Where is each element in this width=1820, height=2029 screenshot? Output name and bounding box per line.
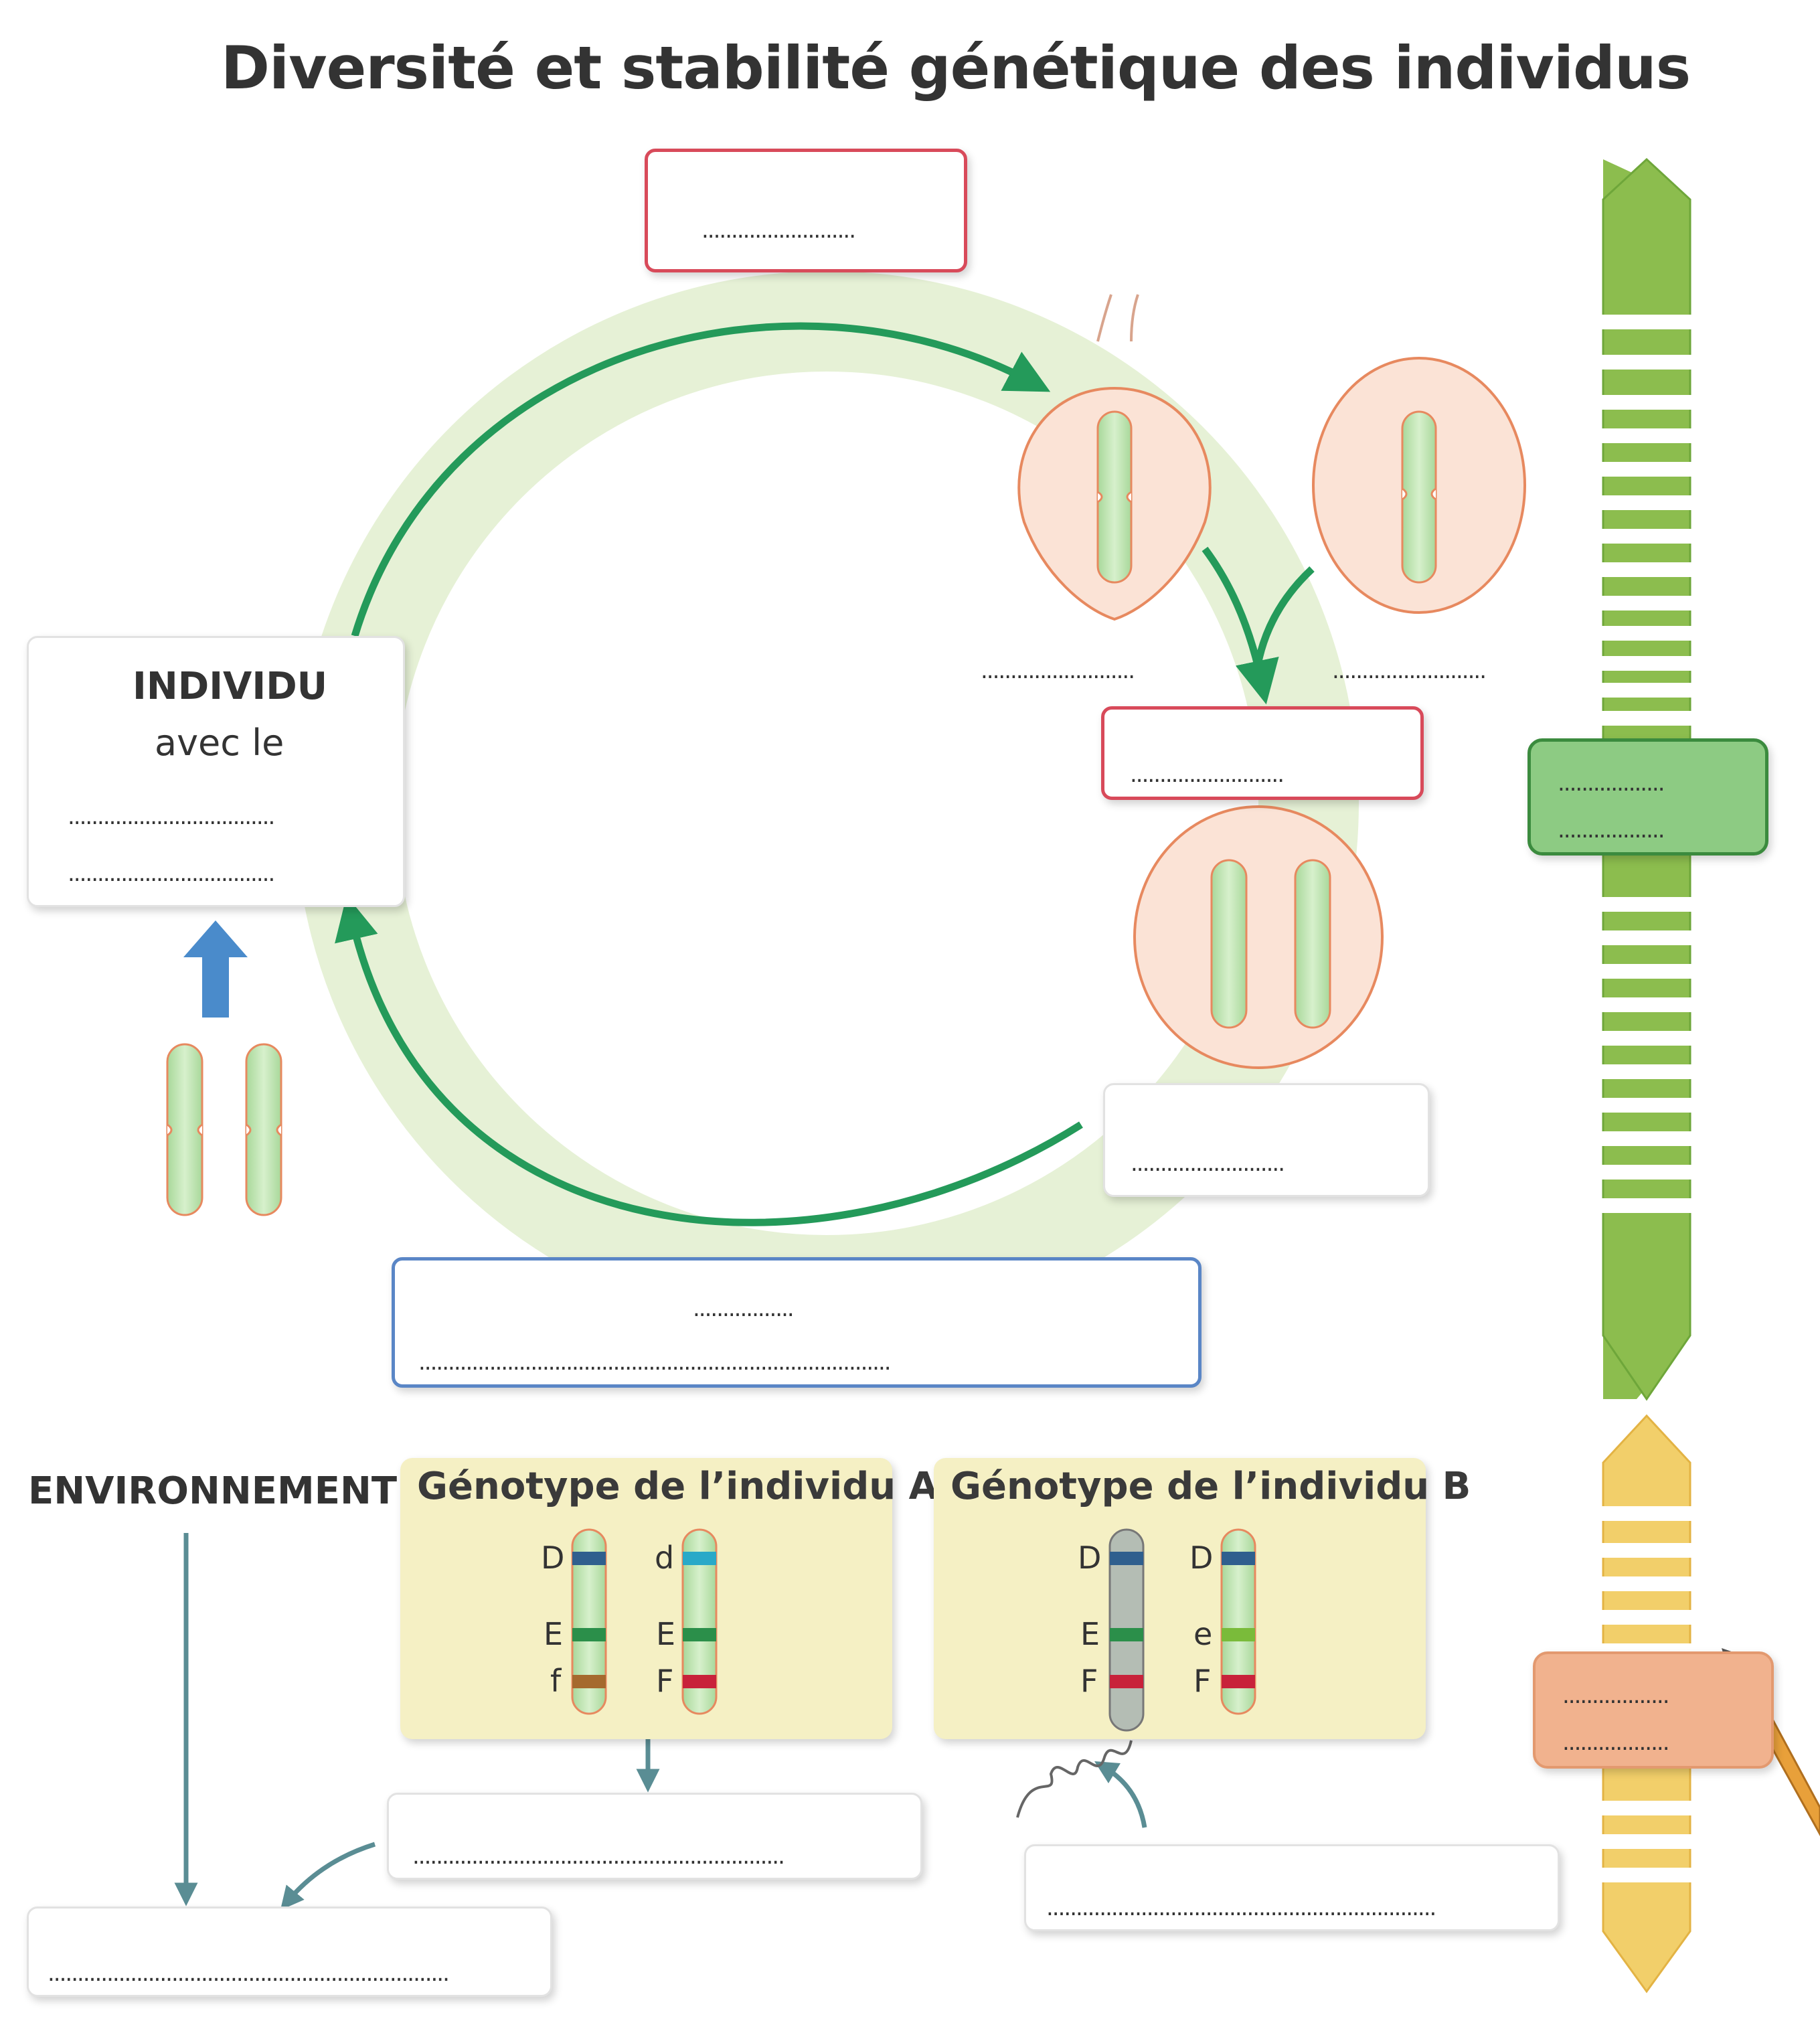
blank-below-B[interactable]: ........................................…	[1046, 1894, 1436, 1921]
blank-green-1[interactable]: ..................	[1558, 770, 1665, 797]
green-label-box: .................. ..................	[1527, 738, 1768, 856]
dna-helix-icon	[1016, 1740, 1133, 1818]
arrow-individual-to-gametes	[351, 322, 1051, 637]
allele-label: D	[541, 1540, 565, 1576]
environment-label: ENVIRONNEMENT	[28, 1469, 398, 1513]
allele-label: d	[655, 1540, 675, 1576]
allele-band-E	[572, 1628, 606, 1641]
genotype-panel-A: Génotype de l’individu A	[400, 1458, 938, 1739]
individual-box: INDIVIDU avec le .......................…	[27, 636, 405, 907]
individual-title: INDIVIDU	[133, 665, 328, 708]
genotype-B-title: Génotype de l’individu B	[950, 1465, 1471, 1508]
allele-band-F-B2	[1222, 1675, 1255, 1688]
top-red-box: ..........................	[645, 149, 967, 272]
mid-red-box: ..........................	[1101, 706, 1424, 800]
allele-band-D-B2	[1222, 1552, 1255, 1565]
allele-label: E	[656, 1616, 676, 1652]
individual-subtitle: avec le	[155, 722, 284, 764]
blank-orange-2[interactable]: ..................	[1562, 1729, 1670, 1756]
blank-top-red[interactable]: ..........................	[701, 217, 856, 244]
allele-band-D-B	[1110, 1552, 1143, 1565]
green-scale-stripes	[1596, 315, 1697, 1213]
allele-label: F	[1193, 1663, 1212, 1699]
box-below-B: ........................................…	[1024, 1844, 1560, 1931]
allele-band-e-B2	[1222, 1628, 1255, 1641]
blank-individual-1[interactable]: ...................................	[68, 803, 275, 830]
orange-label-box: .................. ..................	[1533, 1651, 1774, 1769]
allele-band-E2	[683, 1628, 716, 1641]
allele-band-F	[683, 1675, 716, 1688]
sperm-cell	[1017, 294, 1212, 621]
allele-label: f	[550, 1663, 562, 1699]
blue-arrow-up	[183, 920, 248, 1018]
yellow-scale-stripes	[1596, 1506, 1697, 1882]
allele-band-D	[572, 1552, 606, 1565]
blank-orange-1[interactable]: ..................	[1562, 1682, 1670, 1709]
genotype-A-title: Génotype de l’individu A	[417, 1465, 938, 1508]
allele-band-f	[572, 1675, 606, 1688]
allele-label: E	[544, 1616, 564, 1652]
blank-blue-1[interactable]: .................	[693, 1295, 795, 1322]
allele-label: D	[1078, 1540, 1102, 1576]
blank-below-A[interactable]: ........................................…	[412, 1843, 785, 1870]
egg-cell	[1133, 805, 1384, 1069]
blank-green-2[interactable]: ..................	[1558, 817, 1665, 843]
blank-blue-2[interactable]: ........................................…	[418, 1349, 892, 1376]
right-white-box: ..........................	[1103, 1083, 1430, 1197]
genotype-panel-B: Génotype de l’individu B	[934, 1458, 1471, 1739]
ovule-cell	[1312, 357, 1526, 614]
chromosome-B2	[1220, 1528, 1256, 1715]
individual-chromosomes	[166, 1043, 282, 1216]
box-bottom-left: ........................................…	[27, 1906, 552, 1997]
allele-label: D	[1189, 1540, 1214, 1576]
arrow-genotype-B-up	[1094, 1761, 1147, 1828]
blank-right-white[interactable]: ..........................	[1131, 1150, 1285, 1177]
box-below-A: ........................................…	[387, 1793, 922, 1880]
page-title: Diversité et stabilité génétique des ind…	[221, 33, 1691, 102]
blank-mid-red[interactable]: ..........................	[1130, 761, 1285, 788]
allele-band-d	[683, 1552, 716, 1565]
chromosome-A2	[681, 1528, 718, 1715]
allele-label: F	[656, 1663, 674, 1699]
allele-label: F	[1080, 1663, 1098, 1699]
blue-box: ................. ......................…	[392, 1257, 1202, 1388]
allele-band-F-B	[1110, 1675, 1143, 1688]
chromosome-A1	[571, 1528, 607, 1715]
arrow-fecundation-right	[1251, 566, 1315, 683]
allele-label: e	[1193, 1616, 1213, 1652]
blank-left-gamete[interactable]: ..........................	[981, 657, 1135, 684]
blank-individual-2[interactable]: ...................................	[68, 860, 275, 887]
allele-band-E-B	[1110, 1628, 1143, 1641]
blank-bottom-left[interactable]: ........................................…	[48, 1960, 450, 1987]
arrow-phenotype-A	[280, 1842, 376, 1911]
arrow-egg-to-individual	[335, 895, 1083, 1226]
blank-right-gamete[interactable]: ..........................	[1332, 657, 1487, 684]
allele-label: E	[1080, 1616, 1100, 1652]
